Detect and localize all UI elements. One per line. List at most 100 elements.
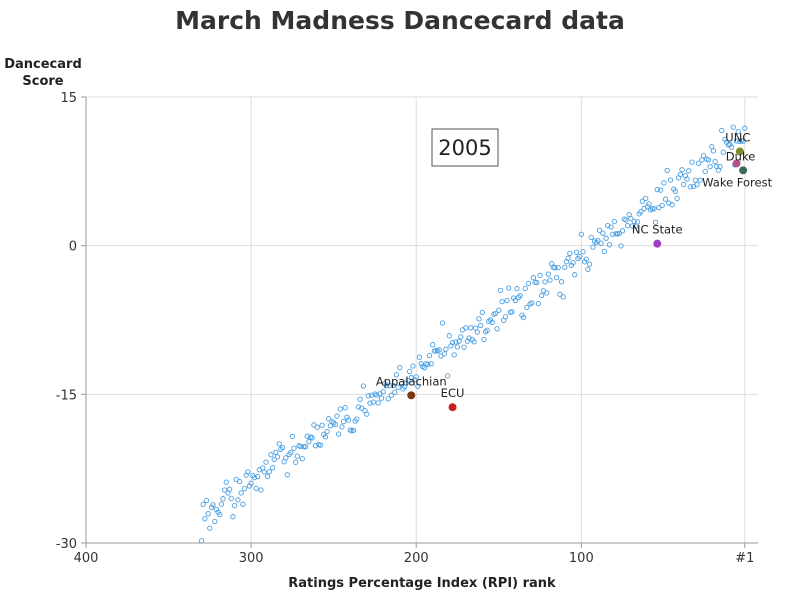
- data-point: [615, 231, 621, 237]
- data-point: [720, 149, 726, 155]
- data-point: [709, 143, 715, 150]
- data-point: [390, 382, 396, 389]
- data-point: [294, 453, 300, 459]
- data-points: [198, 124, 748, 544]
- data-point: [667, 177, 674, 183]
- y-tick-label: -30: [56, 537, 77, 552]
- data-point: [486, 318, 492, 324]
- data-point: [573, 249, 580, 255]
- axes: [81, 96, 758, 548]
- data-point: [324, 428, 330, 435]
- data-point: [410, 363, 416, 369]
- data-point: [610, 231, 616, 237]
- data-point: [722, 136, 728, 142]
- data-point: [222, 487, 228, 493]
- team-label: UNC: [725, 131, 750, 145]
- x-tick-label: 200: [404, 551, 429, 566]
- team-point: [448, 403, 457, 412]
- data-point: [340, 418, 347, 425]
- data-point: [702, 168, 708, 175]
- data-point: [542, 279, 548, 285]
- data-point: [459, 327, 466, 333]
- data-point: [603, 235, 609, 241]
- data-point: [567, 250, 573, 257]
- data-point: [461, 344, 467, 350]
- data-point: [306, 438, 312, 445]
- data-point: [473, 325, 479, 331]
- x-tick-label: 100: [569, 551, 594, 566]
- data-point: [633, 223, 639, 229]
- data-point: [560, 294, 566, 300]
- team-label: Duke: [726, 149, 755, 163]
- data-point: [268, 452, 274, 458]
- data-point: [344, 414, 350, 420]
- data-point: [600, 230, 606, 236]
- data-point: [307, 434, 314, 440]
- data-point: [286, 451, 292, 458]
- team-point: [732, 159, 741, 168]
- data-point: [284, 472, 291, 478]
- data-point: [730, 124, 736, 130]
- grid: [86, 96, 758, 543]
- data-point: [527, 301, 533, 307]
- data-point: [583, 256, 589, 262]
- year-annotation-text: 2005: [438, 136, 491, 160]
- data-point: [382, 381, 388, 387]
- data-point: [662, 196, 669, 202]
- data-point: [611, 218, 618, 225]
- data-point: [588, 234, 594, 241]
- data-point: [681, 181, 687, 188]
- data-point: [671, 186, 677, 192]
- data-point: [218, 501, 225, 507]
- data-point: [430, 342, 436, 348]
- data-point: [337, 406, 343, 412]
- data-point: [608, 224, 614, 230]
- data-point: [476, 316, 482, 322]
- data-point: [446, 333, 452, 339]
- data-point: [519, 312, 525, 318]
- data-point: [304, 433, 310, 439]
- data-point: [299, 456, 305, 462]
- data-point: [208, 504, 215, 511]
- data-point: [619, 228, 626, 234]
- data-point: [293, 459, 299, 465]
- data-point: [537, 272, 543, 279]
- data-point: [545, 271, 551, 277]
- data-point: [256, 467, 263, 473]
- team-label: ECU: [441, 386, 465, 400]
- data-point: [444, 373, 451, 379]
- data-point: [377, 391, 383, 397]
- data-point: [451, 352, 457, 358]
- data-point: [416, 354, 423, 360]
- data-point: [250, 472, 256, 479]
- data-point: [375, 400, 381, 406]
- data-point: [273, 449, 279, 455]
- team-point: [739, 166, 748, 175]
- data-point: [581, 259, 588, 265]
- data-point: [387, 383, 393, 389]
- data-point: [238, 490, 244, 496]
- data-point: [335, 431, 342, 437]
- data-point: [676, 175, 682, 181]
- data-point: [454, 344, 461, 350]
- x-tick-label: #1: [735, 551, 754, 566]
- data-point: [586, 261, 593, 267]
- data-point: [572, 272, 578, 278]
- data-point: [499, 298, 505, 305]
- data-point: [636, 211, 642, 217]
- data-point: [202, 516, 208, 522]
- data-point: [311, 422, 317, 428]
- data-point: [621, 216, 627, 222]
- data-point: [418, 361, 424, 367]
- data-point: [590, 244, 596, 250]
- data-point: [316, 441, 322, 448]
- data-point: [263, 459, 269, 465]
- data-point: [339, 424, 345, 430]
- data-point: [479, 309, 485, 316]
- data-point: [563, 259, 570, 265]
- data-point: [605, 222, 611, 229]
- data-point: [629, 223, 636, 229]
- data-point: [591, 238, 598, 244]
- data-point: [253, 485, 259, 492]
- data-point: [385, 396, 391, 402]
